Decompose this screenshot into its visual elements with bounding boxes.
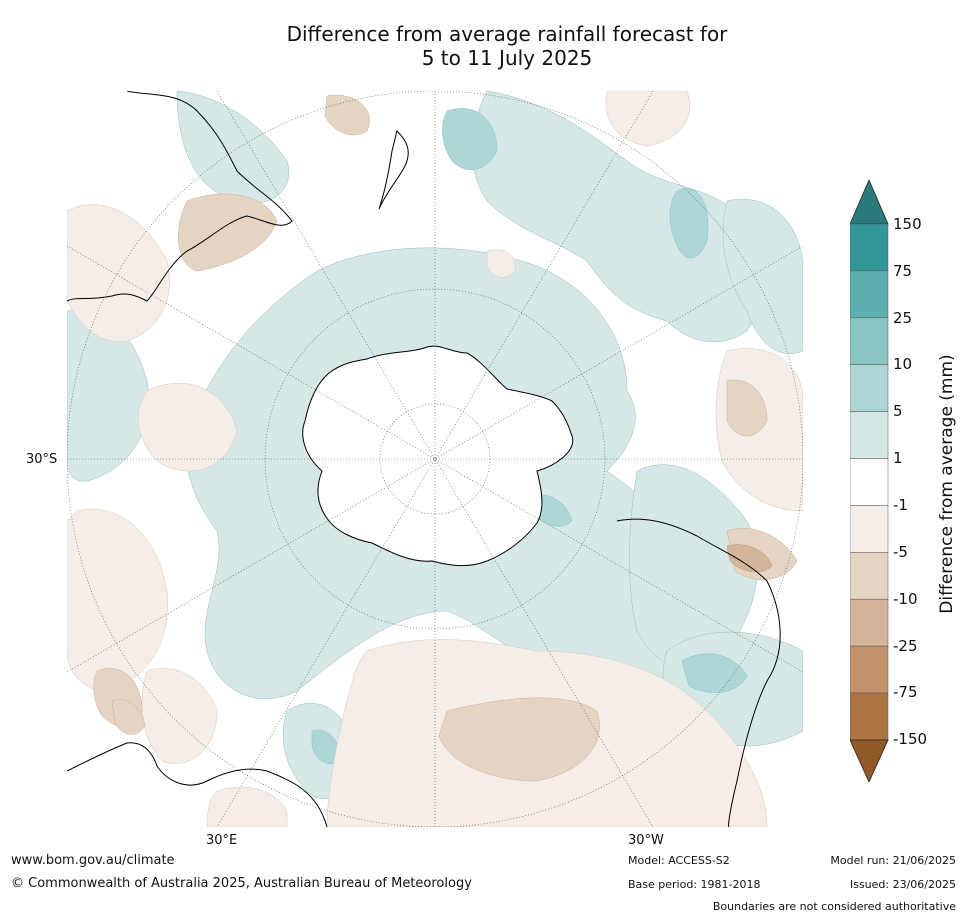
stronger-dry-regions [726, 544, 773, 573]
rainfall-anomaly-map[interactable] [67, 91, 803, 827]
longitude-label-30w: 30°W [628, 833, 664, 848]
colorbar-label-minus-75: -75 [893, 683, 918, 701]
colorbar-box-3 [849, 317, 889, 365]
colorbar-bottom-arrow [849, 739, 889, 783]
colorbar-box-1 [849, 223, 889, 272]
colorbar [849, 178, 890, 786]
antarctica-outline [302, 345, 574, 567]
australia-coast [67, 91, 293, 302]
colorbar-box-4 [849, 364, 889, 412]
graticule [67, 91, 803, 827]
colorbar-top-arrow [849, 178, 889, 225]
colorbar-label-10: 10 [893, 355, 913, 373]
colorbar-box-5 [849, 411, 889, 459]
colorbar-label-minus-10: -10 [893, 590, 918, 608]
colorbar-label-minus-150: -150 [893, 730, 928, 748]
latitude-label-30s: 30°S [26, 452, 58, 467]
colorbar-label-minus-5: -5 [893, 543, 908, 561]
bom-url-link[interactable]: www.bom.gov.au/climate [11, 853, 175, 868]
new-zealand-coast [378, 130, 409, 210]
colorbar-label-25: 25 [893, 309, 913, 327]
boundaries-disclaimer: Boundaries are not considered authoritat… [712, 900, 956, 913]
south-america-coast [616, 518, 781, 827]
colorbar-label-150: 150 [893, 215, 922, 233]
title-line-1: Difference from average rainfall forecas… [286, 22, 728, 46]
colorbar-box-10 [849, 645, 889, 694]
colorbar-box-8 [849, 552, 889, 600]
colorbar-box-11 [849, 692, 889, 741]
colorbar-label-1: 1 [893, 449, 903, 467]
title-line-2: 5 to 11 July 2025 [421, 46, 593, 70]
colorbar-box-9 [849, 598, 889, 647]
colorbar-box-7 [849, 505, 889, 553]
colorbar-box-2 [849, 270, 889, 319]
landmass-outlines [67, 91, 781, 827]
model-run-date: Model run: 21/06/2025 [830, 854, 956, 867]
model-name: Model: ACCESS-S2 [628, 854, 730, 867]
colorbar-label-minus-25: -25 [893, 637, 918, 655]
colorbar-box-6 [849, 458, 889, 506]
longitude-label-30e: 30°E [206, 833, 238, 848]
africa-coast [67, 742, 328, 827]
colorbar-label-5: 5 [893, 402, 903, 420]
colorbar-title: Difference from average (mm) [937, 354, 957, 614]
copyright-text: © Commonwealth of Australia 2025, Austra… [11, 876, 472, 891]
moderate-dry-regions [93, 94, 798, 782]
strong-wet-regions [311, 108, 748, 765]
colorbar-label-minus-1: -1 [893, 496, 908, 514]
map-title: Difference from average rainfall forecas… [0, 22, 965, 70]
colorbar-label-75: 75 [893, 262, 913, 280]
base-period: Base period: 1981-2018 [628, 878, 761, 891]
issued-date: Issued: 23/06/2025 [849, 878, 956, 891]
